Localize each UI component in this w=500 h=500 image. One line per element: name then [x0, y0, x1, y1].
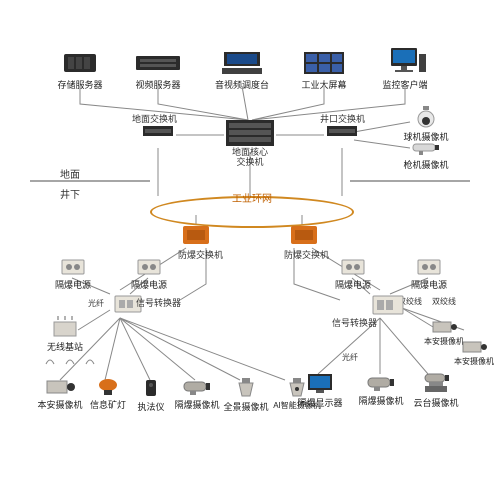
power-icon — [416, 258, 442, 276]
ex-power-r2: 隔爆电源 — [406, 258, 452, 291]
lamp-icon — [97, 378, 119, 396]
enforcer-label: 执法仪 — [137, 402, 164, 412]
power-icon — [136, 258, 162, 276]
converter-left-label: 信号转换器 — [136, 296, 181, 309]
wellhead-switch — [322, 122, 362, 142]
fiber-right-label: 光纤 — [342, 352, 358, 363]
converter-icon — [371, 294, 405, 316]
ptz-cam: 云台摄像机 — [410, 372, 462, 409]
gun-camera: 枪机摄像机 — [398, 140, 454, 171]
core-switch-label: 地面核心交换机 — [224, 148, 276, 168]
ex-display: 隔爆显示器 — [296, 372, 344, 409]
nas-icon — [60, 50, 100, 76]
ex-cam-right: 隔爆摄像机 — [356, 374, 406, 407]
power-l1-label: 隔爆电源 — [55, 280, 91, 290]
power-r2-label: 隔爆电源 — [411, 280, 447, 290]
ex-power-r1: 隔爆电源 — [330, 258, 376, 291]
display-label: 隔爆显示器 — [297, 398, 342, 408]
twisted-label-2: 双绞线 — [432, 296, 456, 307]
exswitch-label-1: 防爆交换机 — [178, 248, 223, 261]
converter-right-label: 信号转换器 — [332, 316, 377, 329]
monitor-label: 监控客户端 — [382, 80, 427, 90]
big-screen: 工业大屏幕 — [295, 50, 353, 91]
power-icon — [340, 258, 366, 276]
video-server: 视频服务器 — [128, 50, 188, 91]
ptz-label: 云台摄像机 — [413, 398, 458, 408]
display-icon — [306, 372, 334, 394]
core-switch — [222, 118, 278, 150]
ptz-icon — [421, 372, 451, 394]
surface-switch-left — [138, 122, 178, 142]
box-cam-icon — [461, 340, 487, 354]
wireless-base: 无线基站 — [40, 316, 90, 353]
separator-left — [30, 180, 150, 182]
excam-l-label: 隔爆摄像机 — [174, 400, 219, 410]
monitor-client: 监控客户端 — [375, 48, 435, 91]
right-switch-label: 井口交换机 — [320, 112, 365, 125]
box-cam-icon — [45, 378, 75, 396]
avdispatch-label: 音视频调度台 — [215, 80, 269, 90]
core-switch-icon — [224, 118, 276, 148]
excam-icon — [366, 374, 396, 392]
power-r1-label: 隔爆电源 — [335, 280, 371, 290]
safecam-r2-label: 本安摄像机 — [454, 357, 494, 366]
ex-switch-left — [178, 224, 214, 248]
lamp-label: 信息矿灯 — [90, 400, 126, 410]
ex-switch-right — [286, 224, 322, 248]
base-icon — [50, 316, 80, 338]
storage-label: 存储服务器 — [57, 80, 102, 90]
excam-icon — [182, 378, 212, 396]
wifi-icon — [40, 352, 100, 366]
guncam-label: 枪机摄像机 — [403, 160, 448, 170]
safecam-l-label: 本安摄像机 — [37, 400, 82, 410]
enforcer: 执法仪 — [132, 378, 170, 413]
pano-label: 全景摄像机 — [223, 402, 268, 412]
ball-camera: 球机摄像机 — [398, 106, 454, 143]
power-icon — [60, 258, 86, 276]
box-cam-icon — [431, 320, 457, 334]
ex-cam-left: 隔爆摄像机 — [172, 378, 222, 411]
power-l2-label: 隔爆电源 — [131, 280, 167, 290]
pc-icon — [383, 48, 427, 76]
safe-cam-left: 本安摄像机 — [34, 378, 86, 411]
base-label: 无线基站 — [47, 342, 83, 352]
ex-power-l2: 隔爆电源 — [126, 258, 172, 291]
ex-power-l1: 隔爆电源 — [50, 258, 96, 291]
ring-label: 工业环网 — [232, 190, 272, 205]
safe-cam-r2: 本安摄像机 — [450, 340, 498, 367]
pano-cam: 全景摄像机 — [222, 378, 270, 413]
left-switch-label: 地面交换机 — [132, 112, 177, 125]
video-label: 视频服务器 — [135, 80, 180, 90]
surface-label: 地面 — [60, 166, 80, 181]
excam-r-label: 隔爆摄像机 — [358, 396, 403, 406]
underground-label: 井下 — [60, 186, 80, 201]
diagram-canvas: 存储服务器 视频服务器 音视频调度台 工业大屏幕 监控客户端 — [0, 0, 500, 500]
orange-box-icon — [181, 224, 211, 246]
orange-box-icon — [289, 224, 319, 246]
console-icon — [220, 50, 264, 76]
bodycam-icon — [143, 378, 159, 398]
rack-icon — [134, 50, 182, 76]
dome-cam-icon — [414, 106, 438, 128]
storage-server: 存储服务器 — [50, 50, 110, 91]
pano-icon — [235, 378, 257, 398]
info-lamp: 信息矿灯 — [86, 378, 130, 411]
videowall-icon — [302, 50, 346, 76]
bigscreen-label: 工业大屏幕 — [301, 80, 346, 90]
bullet-cam-icon — [411, 140, 441, 156]
av-dispatch: 音视频调度台 — [210, 50, 274, 91]
signal-converter-right — [360, 294, 416, 318]
exswitch-label-2: 防爆交换机 — [284, 248, 329, 261]
separator-right — [350, 180, 470, 182]
